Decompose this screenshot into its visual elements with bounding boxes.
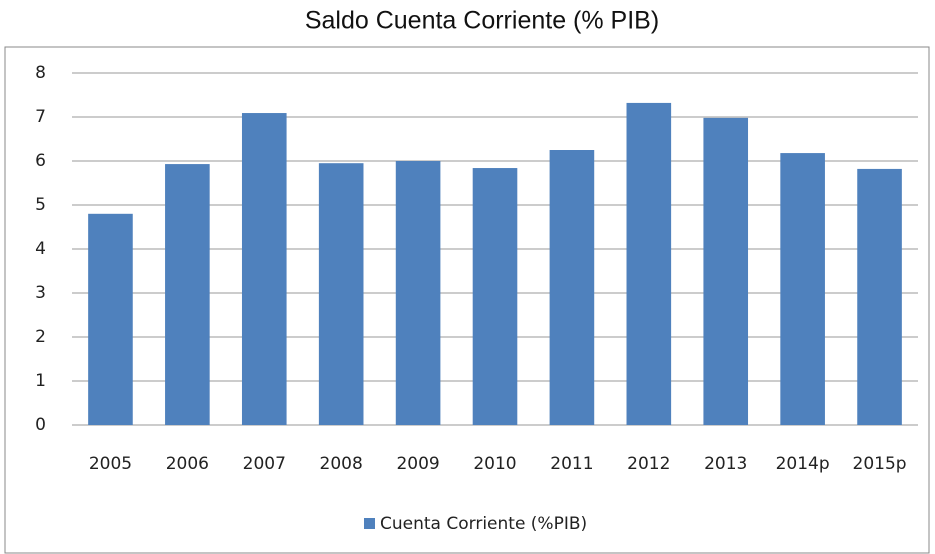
x-tick-label: 2008 (320, 454, 363, 474)
y-tick-label: 1 (35, 371, 46, 391)
legend-swatch (364, 518, 375, 529)
x-tick-label: 2005 (89, 454, 132, 474)
y-tick-label: 5 (35, 195, 46, 215)
chart-title: Saldo Cuenta Corriente (% PIB) (305, 7, 659, 35)
bar (857, 168, 902, 426)
x-tick-label: 2010 (473, 454, 516, 474)
x-tick-label: 2009 (396, 454, 439, 474)
bar (165, 164, 210, 425)
bar (549, 150, 595, 425)
y-tick-label: 8 (35, 63, 46, 83)
bar (780, 153, 825, 425)
bar (318, 163, 364, 425)
y-tick-label: 0 (35, 415, 46, 435)
x-tick-label: 2013 (704, 454, 747, 474)
bar (88, 213, 133, 425)
y-tick-label: 7 (35, 107, 46, 127)
x-tick-label: 2015p (853, 454, 907, 474)
y-tick-label: 3 (35, 283, 46, 303)
legend-label: Cuenta Corriente (%PIB) (380, 514, 587, 534)
y-tick-label: 4 (35, 239, 46, 259)
x-tick-label: 2007 (243, 454, 286, 474)
bar (626, 102, 672, 426)
x-tick-label: 2011 (550, 454, 593, 474)
bar (241, 113, 287, 425)
bar (395, 161, 441, 425)
bar (472, 168, 518, 426)
x-tick-label: 2014p (776, 454, 830, 474)
x-tick-label: 2012 (627, 454, 670, 474)
y-tick-label: 2 (35, 327, 46, 347)
y-tick-label: 6 (35, 151, 46, 171)
chart-border (4, 46, 930, 554)
x-tick-label: 2006 (166, 454, 209, 474)
bar (703, 117, 749, 425)
